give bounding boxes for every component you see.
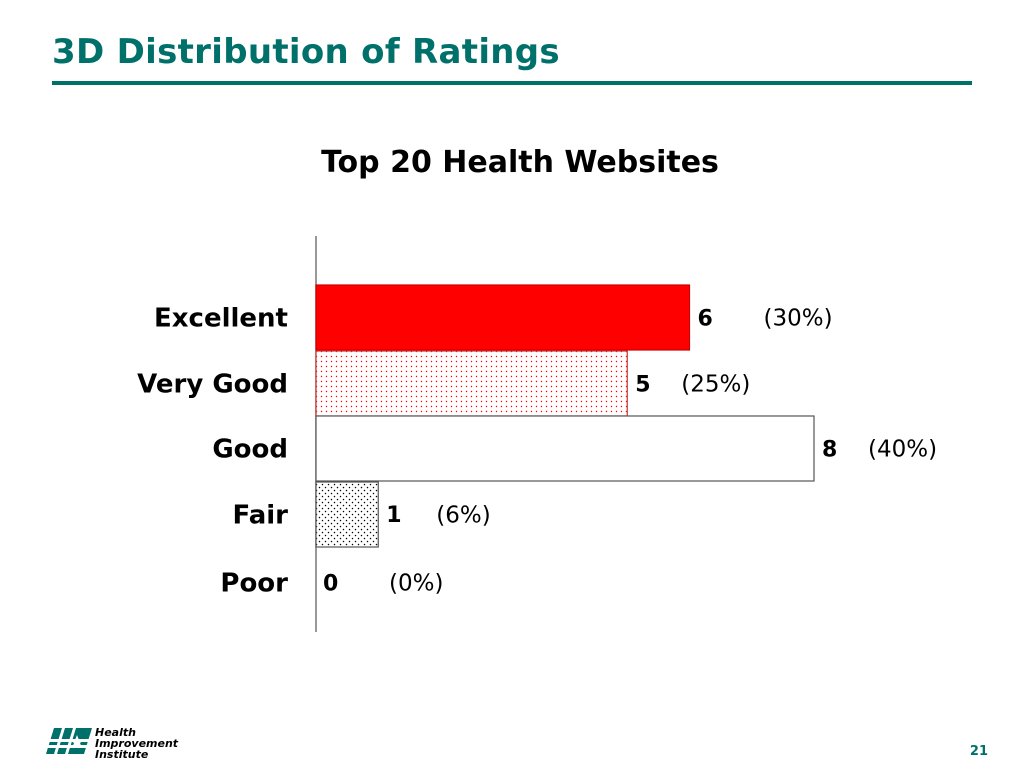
- value-label: 5: [635, 373, 650, 398]
- category-label: Poor: [220, 569, 288, 599]
- category-label: Good: [212, 435, 288, 465]
- value-label: 8: [822, 438, 837, 463]
- slide-title: 3D Distribution of Ratings: [52, 32, 560, 72]
- logo-line: Improvement: [95, 737, 179, 750]
- category-label: Excellent: [154, 304, 288, 334]
- percent-label: (6%): [436, 503, 490, 529]
- bar-good: [315, 415, 815, 482]
- chart-title: Top 20 Health Websites: [321, 145, 719, 180]
- logo-line: Health: [95, 726, 136, 739]
- bar-very-good: [315, 350, 628, 417]
- percent-label: (0%): [389, 571, 443, 597]
- bar-fair: [315, 481, 379, 548]
- bar-excellent: [315, 284, 691, 351]
- value-label: 6: [698, 307, 713, 332]
- page-number: 21: [969, 744, 988, 759]
- title-rule: [52, 81, 972, 85]
- category-label: Very Good: [137, 370, 288, 400]
- percent-label: (25%): [681, 372, 750, 398]
- percent-label: (30%): [764, 306, 833, 332]
- category-label: Fair: [232, 501, 288, 531]
- percent-label: (40%): [868, 437, 937, 463]
- logo-text: Health Improvement Institute: [95, 727, 178, 760]
- health-improvement-institute-logo: [42, 728, 94, 756]
- value-label: 1: [386, 503, 401, 528]
- value-label: 0: [323, 572, 338, 597]
- logo-line: Institute: [95, 748, 149, 761]
